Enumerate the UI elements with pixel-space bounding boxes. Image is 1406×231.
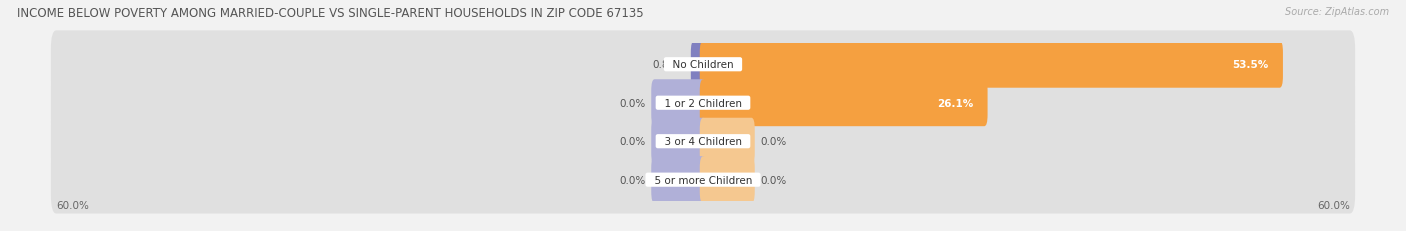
FancyBboxPatch shape (700, 157, 755, 203)
Text: 0.0%: 0.0% (761, 137, 786, 146)
Text: Source: ZipAtlas.com: Source: ZipAtlas.com (1285, 7, 1389, 17)
Text: No Children: No Children (666, 60, 740, 70)
Text: 3 or 4 Children: 3 or 4 Children (658, 137, 748, 146)
FancyBboxPatch shape (651, 157, 706, 203)
FancyBboxPatch shape (51, 31, 1355, 99)
Text: 0.83%: 0.83% (652, 60, 686, 70)
FancyBboxPatch shape (51, 108, 1355, 175)
Text: 0.0%: 0.0% (620, 137, 645, 146)
FancyBboxPatch shape (651, 80, 706, 127)
Text: 60.0%: 60.0% (1317, 200, 1350, 210)
Text: INCOME BELOW POVERTY AMONG MARRIED-COUPLE VS SINGLE-PARENT HOUSEHOLDS IN ZIP COD: INCOME BELOW POVERTY AMONG MARRIED-COUPL… (17, 7, 644, 20)
FancyBboxPatch shape (700, 118, 755, 165)
FancyBboxPatch shape (51, 146, 1355, 214)
FancyBboxPatch shape (51, 70, 1355, 137)
FancyBboxPatch shape (690, 42, 706, 88)
Text: 0.0%: 0.0% (620, 175, 645, 185)
FancyBboxPatch shape (700, 80, 987, 127)
Text: 53.5%: 53.5% (1233, 60, 1270, 70)
Text: 1 or 2 Children: 1 or 2 Children (658, 98, 748, 108)
Text: 60.0%: 60.0% (56, 200, 89, 210)
FancyBboxPatch shape (651, 118, 706, 165)
Text: 0.0%: 0.0% (761, 175, 786, 185)
Text: 0.0%: 0.0% (620, 98, 645, 108)
Text: 5 or more Children: 5 or more Children (648, 175, 758, 185)
Text: 26.1%: 26.1% (938, 98, 973, 108)
FancyBboxPatch shape (700, 42, 1282, 88)
